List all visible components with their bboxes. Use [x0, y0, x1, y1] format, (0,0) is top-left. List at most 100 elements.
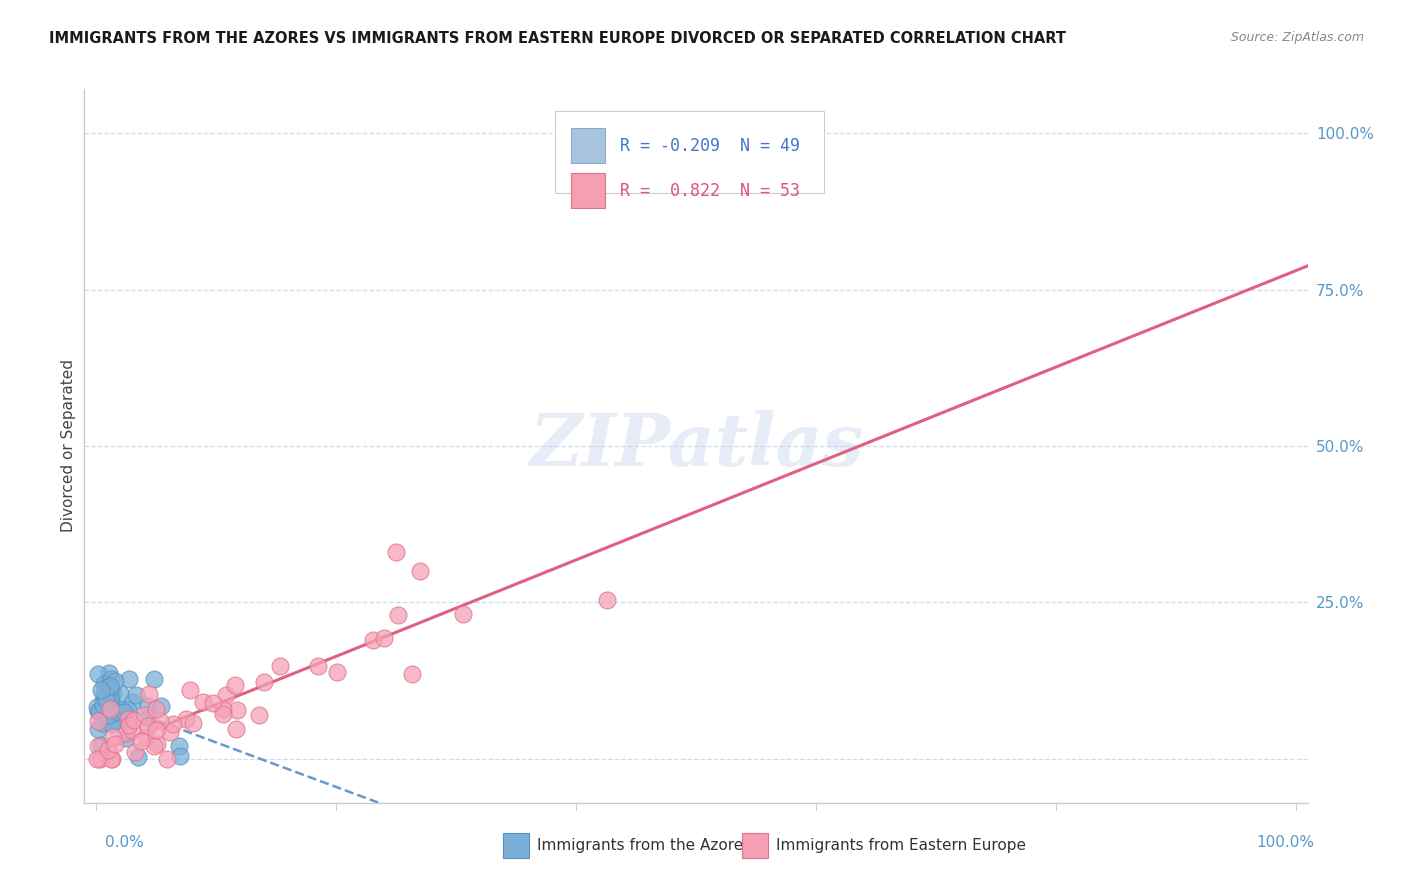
Point: [98, 707, 121, 722]
Point: [124, 713, 146, 727]
Point: [162, 717, 184, 731]
Point: [87, 714, 110, 728]
Point: [91, 693, 114, 707]
Point: [159, 724, 181, 739]
Point: [94, 689, 117, 703]
Point: [451, 607, 474, 621]
Text: ZIPatlas: ZIPatlas: [529, 410, 863, 482]
Point: [89, 704, 111, 718]
Point: [105, 714, 128, 728]
Point: [98, 708, 121, 723]
Point: [252, 674, 274, 689]
Point: [596, 593, 619, 607]
Point: [142, 739, 165, 754]
Point: [117, 703, 139, 717]
Point: [138, 687, 160, 701]
Point: [150, 699, 173, 714]
Point: [87, 722, 110, 736]
Point: [247, 707, 270, 722]
Point: [409, 564, 432, 578]
Point: [104, 673, 127, 688]
Point: [183, 715, 205, 730]
Point: [98, 686, 121, 700]
Point: [101, 717, 124, 731]
Y-axis label: Divorced or Separated: Divorced or Separated: [60, 359, 76, 533]
Point: [225, 722, 247, 736]
Point: [96, 683, 118, 698]
Point: [167, 739, 190, 753]
Text: 0.0%: 0.0%: [105, 836, 145, 850]
Point: [110, 702, 132, 716]
Point: [91, 716, 114, 731]
Point: [91, 698, 114, 712]
Point: [401, 666, 423, 681]
FancyBboxPatch shape: [571, 173, 606, 208]
Point: [169, 748, 191, 763]
Point: [124, 688, 146, 702]
Point: [100, 695, 122, 709]
Point: [129, 734, 152, 748]
Point: [100, 752, 122, 766]
Point: [87, 666, 110, 681]
Point: [143, 672, 166, 686]
Point: [118, 717, 141, 731]
Point: [93, 686, 115, 700]
Point: [174, 712, 197, 726]
Point: [385, 545, 408, 559]
Point: [101, 752, 124, 766]
Point: [87, 704, 110, 718]
Text: Immigrants from the Azores: Immigrants from the Azores: [537, 838, 751, 853]
Point: [97, 666, 120, 681]
Point: [136, 711, 159, 725]
Point: [97, 742, 120, 756]
Text: 100.0%: 100.0%: [1257, 836, 1315, 850]
Point: [269, 658, 291, 673]
Point: [146, 737, 169, 751]
Point: [101, 730, 124, 744]
Text: R = -0.209  N = 49: R = -0.209 N = 49: [620, 136, 800, 154]
Point: [214, 688, 236, 702]
Point: [89, 752, 111, 766]
Point: [103, 714, 125, 729]
Point: [127, 750, 149, 764]
Point: [87, 739, 110, 754]
Point: [121, 723, 143, 738]
Point: [145, 701, 167, 715]
Point: [212, 702, 235, 716]
Point: [136, 699, 159, 714]
Point: [90, 738, 112, 752]
Point: [93, 677, 115, 691]
Point: [307, 659, 329, 673]
Point: [134, 707, 156, 722]
Point: [326, 665, 349, 679]
Point: [138, 719, 160, 733]
Point: [96, 693, 118, 707]
Point: [90, 702, 112, 716]
Point: [191, 695, 214, 709]
Point: [225, 702, 247, 716]
Text: IMMIGRANTS FROM THE AZORES VS IMMIGRANTS FROM EASTERN EUROPE DIVORCED OR SEPARAT: IMMIGRANTS FROM THE AZORES VS IMMIGRANTS…: [49, 31, 1066, 46]
Point: [100, 673, 122, 687]
Text: R =  0.822  N = 53: R = 0.822 N = 53: [620, 182, 800, 200]
Point: [373, 631, 395, 645]
Text: Immigrants from Eastern Europe: Immigrants from Eastern Europe: [776, 838, 1026, 853]
Point: [96, 690, 118, 705]
Point: [108, 705, 131, 719]
Point: [110, 686, 132, 700]
Point: [112, 713, 135, 727]
Point: [98, 702, 121, 716]
Point: [212, 707, 235, 722]
Point: [201, 696, 224, 710]
Point: [387, 608, 409, 623]
Point: [224, 678, 246, 692]
Point: [90, 683, 112, 698]
Point: [118, 673, 141, 687]
Point: [156, 752, 179, 766]
Point: [114, 726, 136, 740]
Text: Source: ZipAtlas.com: Source: ZipAtlas.com: [1230, 31, 1364, 45]
Point: [86, 751, 108, 765]
Point: [145, 723, 167, 738]
Point: [135, 731, 157, 745]
Point: [86, 699, 108, 714]
Point: [104, 737, 127, 751]
